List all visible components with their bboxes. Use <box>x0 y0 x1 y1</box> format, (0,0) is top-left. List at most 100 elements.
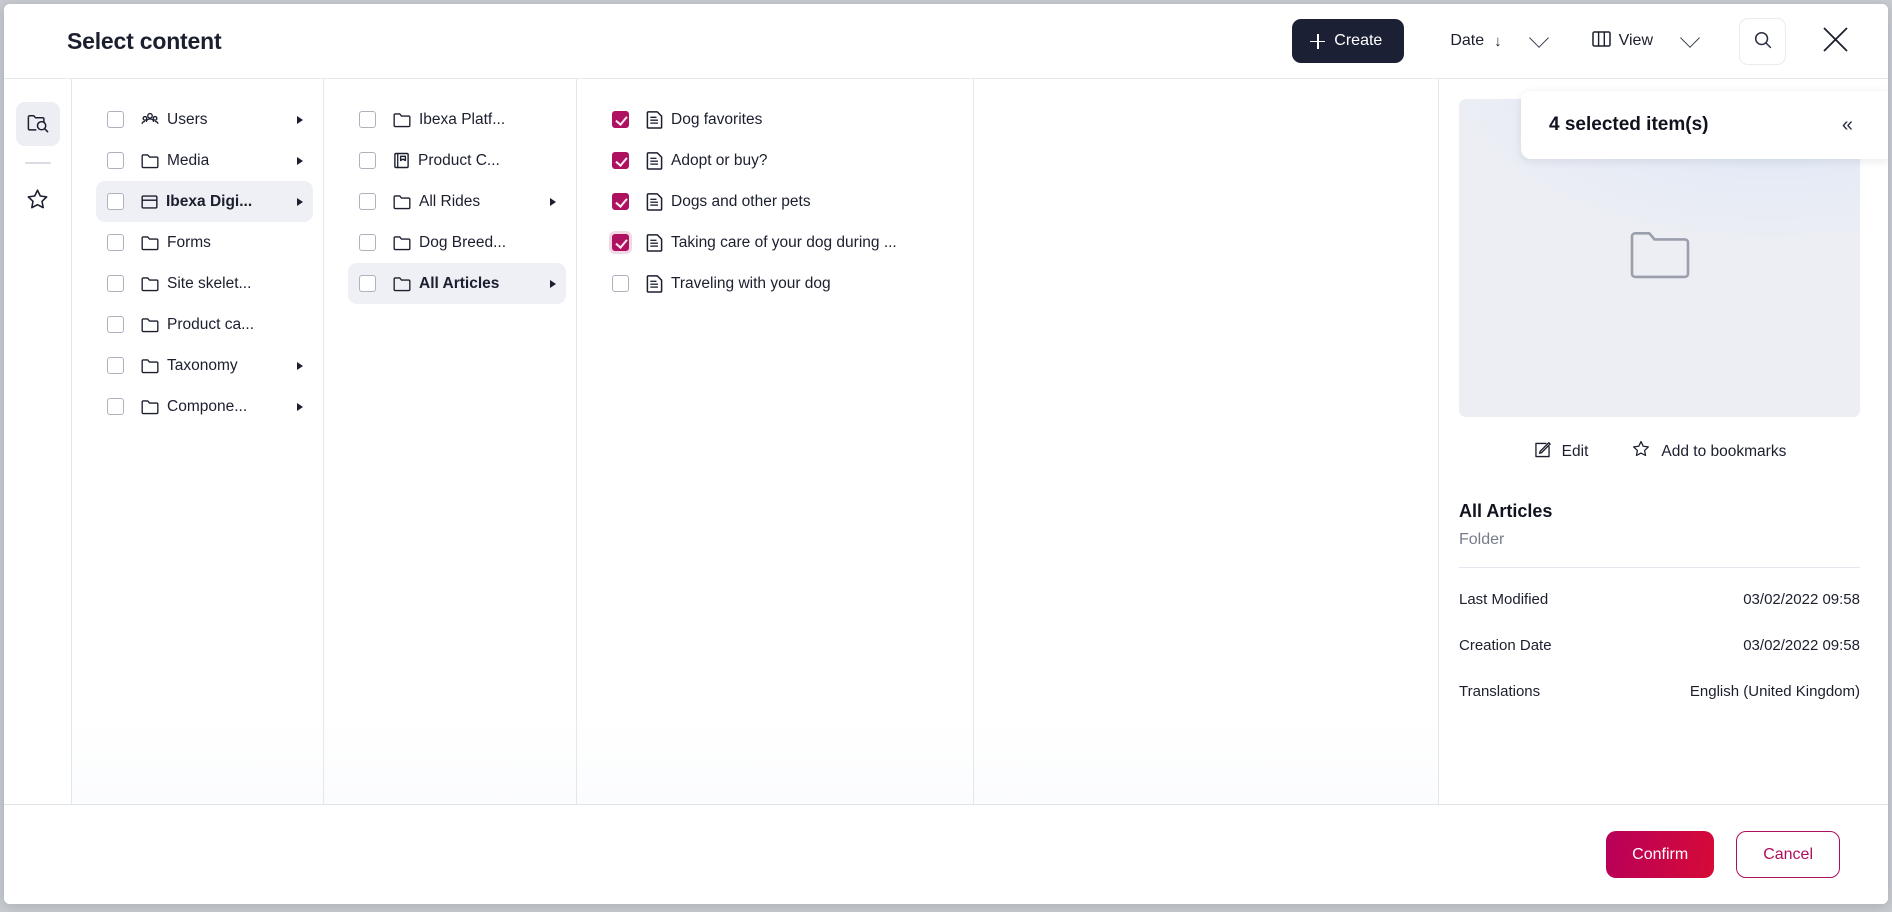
chevron-down-icon[interactable] <box>1528 28 1549 48</box>
rail-divider <box>24 162 51 164</box>
tree-node[interactable]: Compone... <box>96 386 313 427</box>
tree-node[interactable]: Forms <box>96 222 313 263</box>
browser-columns: Users Media Ibexa Digi... Forms Site skelet.… <box>72 79 1888 804</box>
tree-node-checkbox[interactable] <box>107 152 124 169</box>
tree-node[interactable]: Ibexa Digi... <box>96 181 313 222</box>
add-to-bookmarks-action[interactable]: Add to bookmarks <box>1631 439 1786 464</box>
article-icon <box>646 274 663 293</box>
tree-node-label: Media <box>167 151 210 169</box>
tree-node-checkbox[interactable] <box>359 234 376 251</box>
tree-node-checkbox[interactable] <box>612 193 629 210</box>
view-label: View <box>1618 32 1653 49</box>
landing-page-icon <box>141 194 158 210</box>
metadata-key: Translations <box>1459 683 1541 700</box>
header-toolbar: Create Date ↓ View <box>1292 17 1888 65</box>
close-button[interactable] <box>1812 18 1858 64</box>
tree-node[interactable]: Users <box>96 99 313 140</box>
cancel-button[interactable]: Cancel <box>1736 831 1840 878</box>
expand-caret-icon[interactable] <box>550 279 556 288</box>
folder-icon <box>141 358 159 374</box>
expand-caret-icon[interactable] <box>297 197 303 206</box>
columns-view-icon <box>1591 30 1611 53</box>
add-to-bookmarks-label: Add to bookmarks <box>1661 442 1787 460</box>
tree-node[interactable]: Taking care of your dog during ... <box>601 222 963 263</box>
tree-node-label: Ibexa Platf... <box>419 110 506 128</box>
preview-thumbnail: 4 selected item(s) « <box>1459 91 1888 417</box>
preview-actions: Edit Add to bookmarks <box>1459 439 1860 464</box>
tree-node[interactable]: Product C... <box>348 140 566 181</box>
tree-node[interactable]: All Rides <box>348 181 566 222</box>
modal-header: Select content Create Date ↓ <box>4 4 1888 79</box>
sort-direction-icon: ↓ <box>1494 32 1502 50</box>
tree-node[interactable]: Product ca... <box>96 304 313 345</box>
search-button[interactable] <box>1739 17 1786 65</box>
tree-node[interactable]: All Articles <box>348 263 566 304</box>
tree-node-checkbox[interactable] <box>612 275 629 292</box>
left-rail <box>4 79 72 804</box>
edit-action[interactable]: Edit <box>1533 439 1588 464</box>
tree-node-label: Site skelet... <box>167 274 252 292</box>
tree-node-label: Dogs and other pets <box>671 192 811 210</box>
collapse-panel-button[interactable]: « <box>1836 113 1856 138</box>
tree-node-checkbox[interactable] <box>107 357 124 374</box>
tree-node-checkbox[interactable] <box>107 193 124 210</box>
preview-metadata-list: Last Modified 03/02/2022 09:58 Creation Da… <box>1459 581 1860 710</box>
create-button-label: Create <box>1334 32 1383 49</box>
tree-node[interactable]: Traveling with your dog <box>601 263 963 304</box>
tree-node-label: Forms <box>167 233 211 251</box>
create-button[interactable]: Create <box>1292 19 1405 63</box>
sort-label: Date <box>1450 32 1485 49</box>
metadata-key: Last Modified <box>1459 591 1549 608</box>
folder-icon <box>141 317 159 333</box>
tree-node-checkbox[interactable] <box>612 152 629 169</box>
folder-icon <box>393 112 411 128</box>
article-icon <box>646 110 663 129</box>
tree-node-checkbox[interactable] <box>107 398 124 415</box>
tree-node[interactable]: Ibexa Platf... <box>348 99 566 140</box>
expand-caret-icon[interactable] <box>297 156 303 165</box>
tree-node[interactable]: Adopt or buy? <box>601 140 963 181</box>
metadata-value: 03/02/2022 09:58 <box>1743 591 1860 608</box>
tree-node[interactable]: Dogs and other pets <box>601 181 963 222</box>
tree-node[interactable]: Dog Breed... <box>348 222 566 263</box>
tree-node-checkbox[interactable] <box>359 193 376 210</box>
folder-icon <box>141 235 159 251</box>
folder-search-icon <box>26 111 50 138</box>
tree-node[interactable]: Media <box>96 140 313 181</box>
expand-caret-icon[interactable] <box>297 402 303 411</box>
tree-node-checkbox[interactable] <box>107 111 124 128</box>
edit-pencil-icon <box>1533 440 1552 464</box>
expand-caret-icon[interactable] <box>297 115 303 124</box>
tree-node-checkbox[interactable] <box>359 275 376 292</box>
modal-body: Users Media Ibexa Digi... Forms Site skelet.… <box>4 79 1888 805</box>
chevron-down-icon[interactable] <box>1680 28 1700 48</box>
rail-item-browse[interactable] <box>15 102 60 146</box>
metadata-row: Translations English (United Kingdom) <box>1459 673 1860 710</box>
confirm-button[interactable]: Confirm <box>1606 831 1715 878</box>
tree-node-checkbox[interactable] <box>359 111 376 128</box>
close-icon <box>1821 25 1850 57</box>
tree-node[interactable]: Dog favorites <box>601 99 963 140</box>
divider <box>1459 567 1860 568</box>
tree-column-4 <box>974 79 1439 804</box>
modal-footer: Confirm Cancel <box>4 805 1888 904</box>
article-icon <box>646 192 663 211</box>
tree-node-checkbox[interactable] <box>107 275 124 292</box>
tree-node-checkbox[interactable] <box>612 111 629 128</box>
tree-node-label: Product C... <box>418 151 500 169</box>
tree-node-checkbox[interactable] <box>359 152 376 169</box>
folder-icon <box>393 276 411 292</box>
tree-node-checkbox[interactable] <box>107 316 124 333</box>
tree-node-checkbox[interactable] <box>612 234 629 251</box>
tree-node-label: All Articles <box>419 274 500 292</box>
expand-caret-icon[interactable] <box>297 361 303 370</box>
tree-node-checkbox[interactable] <box>107 234 124 251</box>
view-control[interactable]: View <box>1591 28 1700 53</box>
tree-column-2: Ibexa Platf... Product C... All Rides Dog B… <box>324 79 577 804</box>
tree-node[interactable]: Site skelet... <box>96 263 313 304</box>
tree-node-label: Compone... <box>167 397 248 415</box>
expand-caret-icon[interactable] <box>550 197 556 206</box>
rail-item-bookmarks[interactable] <box>16 179 60 223</box>
tree-node[interactable]: Taxonomy <box>96 345 313 386</box>
sort-control[interactable]: Date ↓ <box>1450 28 1549 50</box>
